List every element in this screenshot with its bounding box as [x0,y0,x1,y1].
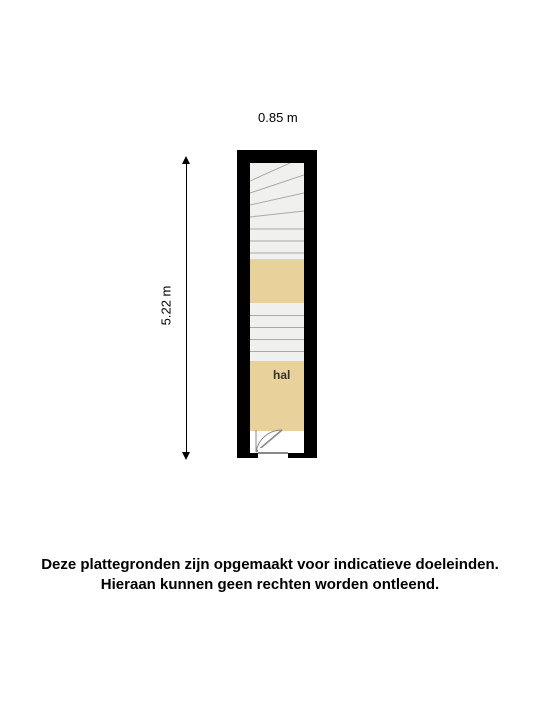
zone-stair-mid [250,303,304,361]
disclaimer-line-1: Deze plattegronden zijn opgemaakt voor i… [41,556,499,573]
height-dimension-line [186,164,187,452]
stair-line [250,315,304,316]
stair-line [250,339,304,340]
stair-line [250,351,304,352]
stair-top-lines [250,163,304,259]
disclaimer-line-2: Hieraan kunnen geen rechten worden ontle… [101,576,439,593]
stair-line [250,327,304,328]
dim-arrow-up-icon [182,156,190,164]
zone-landing-1 [250,259,304,303]
door-threshold [258,452,288,454]
disclaimer-text: Deze plattegronden zijn opgemaakt voor i… [0,555,540,596]
dim-arrow-down-icon [182,452,190,460]
height-dimension-label: 5.22 m [158,286,173,326]
room-label-hal: hal [273,368,290,382]
width-dimension-label: 0.85 m [258,110,298,125]
floorplan-canvas: 0.85 m 5.22 m hal Deze plattegronden zi [0,0,540,720]
